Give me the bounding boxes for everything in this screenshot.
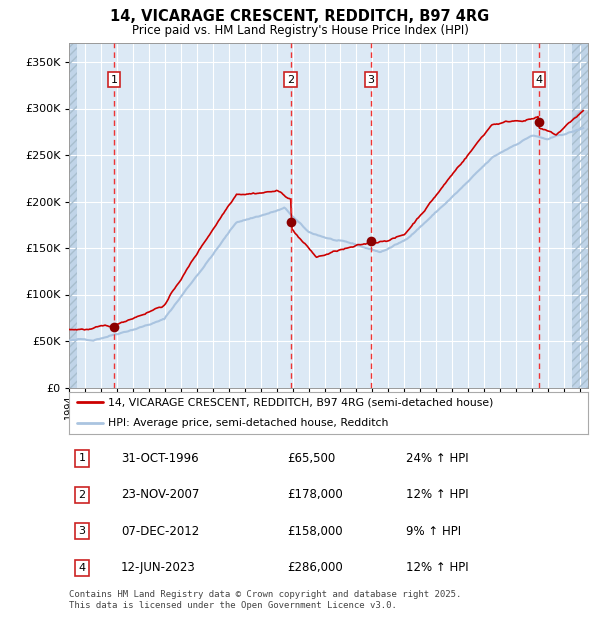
Text: Price paid vs. HM Land Registry's House Price Index (HPI): Price paid vs. HM Land Registry's House … (131, 24, 469, 37)
Text: 14, VICARAGE CRESCENT, REDDITCH, B97 4RG: 14, VICARAGE CRESCENT, REDDITCH, B97 4RG (110, 9, 490, 24)
Text: 9% ↑ HPI: 9% ↑ HPI (406, 525, 461, 538)
Text: 07-DEC-2012: 07-DEC-2012 (121, 525, 199, 538)
Text: 12% ↑ HPI: 12% ↑ HPI (406, 489, 469, 502)
Text: 14, VICARAGE CRESCENT, REDDITCH, B97 4RG (semi-detached house): 14, VICARAGE CRESCENT, REDDITCH, B97 4RG… (108, 397, 493, 407)
Text: £65,500: £65,500 (287, 452, 335, 465)
Text: 24% ↑ HPI: 24% ↑ HPI (406, 452, 469, 465)
Bar (69, 43, 77, 388)
Text: HPI: Average price, semi-detached house, Redditch: HPI: Average price, semi-detached house,… (108, 418, 388, 428)
Text: 12-JUN-2023: 12-JUN-2023 (121, 561, 196, 574)
Text: 2: 2 (79, 490, 86, 500)
Bar (69, 43, 77, 388)
Text: 23-NOV-2007: 23-NOV-2007 (121, 489, 199, 502)
Text: 1: 1 (79, 453, 85, 463)
Text: 4: 4 (536, 74, 542, 84)
Text: 1: 1 (110, 74, 118, 84)
Text: Contains HM Land Registry data © Crown copyright and database right 2025.
This d: Contains HM Land Registry data © Crown c… (69, 590, 461, 609)
Bar (572, 43, 588, 388)
Text: £286,000: £286,000 (287, 561, 343, 574)
Text: £158,000: £158,000 (287, 525, 343, 538)
Text: 3: 3 (79, 526, 85, 536)
Text: 31-OCT-1996: 31-OCT-1996 (121, 452, 199, 465)
Text: 4: 4 (79, 563, 86, 573)
Bar (572, 43, 588, 388)
Text: £178,000: £178,000 (287, 489, 343, 502)
Text: 3: 3 (368, 74, 374, 84)
Text: 12% ↑ HPI: 12% ↑ HPI (406, 561, 469, 574)
Text: 2: 2 (287, 74, 295, 84)
